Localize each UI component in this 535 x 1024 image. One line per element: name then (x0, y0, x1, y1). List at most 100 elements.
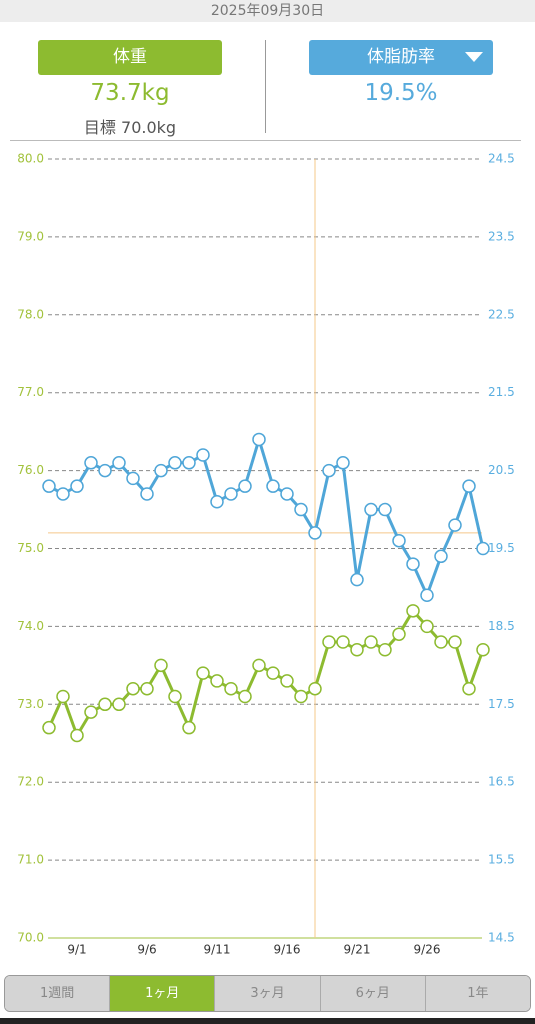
nav-bar (0, 1018, 535, 1024)
data-point (70, 728, 84, 743)
y-tick-label: 73.0 (17, 697, 44, 711)
date-bar: 2025年09月30日 (0, 0, 535, 22)
data-point (210, 674, 224, 688)
data-point (84, 705, 98, 719)
data-point (392, 533, 406, 548)
data-point (154, 658, 168, 673)
data-point (294, 689, 308, 704)
period-tabs: 1週間 1ヶ月 3ヶ月 6ヶ月 1年 (4, 975, 531, 1012)
weight-value: 73.7kg (90, 80, 170, 106)
period-tab[interactable]: 6ヶ月 (319, 976, 425, 1011)
y-tick-label: 79.0 (17, 229, 44, 243)
y-tick-label: 77.0 (17, 385, 44, 399)
data-point (280, 487, 294, 501)
data-point (308, 526, 322, 540)
y2-tick-label: 15.5 (488, 853, 515, 867)
data-point (406, 604, 420, 618)
data-point (448, 518, 462, 532)
data-point (112, 456, 126, 470)
data-point (224, 487, 238, 501)
data-point (322, 635, 336, 649)
goal: 目標 70.0kg (83, 118, 177, 137)
y2-tick-label: 20.5 (488, 463, 515, 477)
data-point (434, 635, 448, 649)
data-point (238, 689, 252, 704)
y-tick-label: 75.0 (17, 541, 44, 555)
data-point (154, 463, 168, 478)
y2-tick-label: 22.5 (488, 307, 515, 321)
data-point (462, 681, 476, 696)
data-point (168, 456, 182, 470)
data-point (434, 549, 448, 564)
y-tick-label: 80.0 (17, 152, 44, 166)
y2-tick-label: 16.5 (488, 775, 515, 789)
y-tick-label: 76.0 (17, 463, 44, 477)
data-point (42, 720, 56, 735)
data-point (420, 619, 434, 634)
data-point (140, 681, 154, 696)
data-point (406, 557, 420, 571)
data-point (112, 697, 126, 712)
data-point (224, 681, 238, 696)
data-point (448, 635, 462, 649)
data-point (84, 456, 98, 470)
data-point (420, 588, 434, 602)
data-point (238, 479, 252, 493)
data-point (378, 502, 392, 517)
x-tick-label: 9/16 (274, 943, 301, 957)
data-point (378, 643, 392, 657)
period-tab[interactable]: 1ヶ月 (109, 976, 215, 1011)
y2-tick-label: 17.5 (488, 697, 515, 711)
data-point (182, 720, 196, 735)
y2-tick-label: 19.5 (488, 541, 515, 555)
data-point (140, 487, 154, 501)
period-tab[interactable]: 3ヶ月 (214, 976, 320, 1011)
separator (10, 140, 521, 141)
data-point (266, 666, 280, 680)
divider (265, 40, 266, 133)
data-point (42, 479, 56, 493)
data-point (252, 432, 266, 447)
data-point (336, 635, 350, 649)
weight-button[interactable]: 体重 (38, 40, 222, 75)
data-point (266, 479, 280, 493)
data-point (126, 681, 140, 696)
data-point (98, 697, 112, 712)
data-point (476, 541, 490, 556)
x-tick-label: 9/21 (344, 943, 371, 957)
data-point (336, 456, 350, 470)
chart: 70.0 71.0 72.0 73.0 74.0 75.0 76.0 77.0 78.0 79.0… (17, 152, 515, 957)
y-tick-label: 71.0 (17, 853, 44, 867)
body-fat-value: 19.5% (364, 80, 438, 106)
data-point (294, 502, 308, 517)
data-point (168, 689, 182, 704)
y2-tick-label: 23.5 (488, 229, 515, 243)
y-tick-label: 78.0 (17, 307, 44, 321)
x-tick-label: 9/11 (204, 943, 231, 957)
period-tab[interactable]: 1週間 (5, 976, 110, 1011)
data-point (126, 471, 140, 486)
x-tick-label: 9/26 (414, 943, 441, 957)
data-point (182, 456, 196, 470)
y-tick-label: 74.0 (17, 619, 44, 633)
data-point (350, 572, 364, 587)
data-point (462, 479, 476, 493)
y2-tick-label: 21.5 (488, 385, 515, 399)
data-point (56, 487, 70, 501)
x-tick-label: 9/6 (137, 943, 156, 957)
data-point (364, 502, 378, 517)
body-fat-label: 体脂肪率 (367, 47, 435, 67)
data-point (350, 643, 364, 657)
data-point (196, 448, 210, 462)
body-fat-button[interactable]: 体脂肪率 (309, 40, 493, 75)
y2-tick-label: 24.5 (488, 152, 515, 166)
data-point (364, 635, 378, 649)
period-tab[interactable]: 1年 (424, 976, 530, 1011)
x-tick-label: 9/1 (67, 943, 86, 957)
series-line (47, 609, 485, 737)
data-point (392, 627, 406, 641)
data-point (70, 479, 84, 493)
data-point (280, 674, 294, 688)
y-tick-label: 70.0 (17, 931, 44, 945)
